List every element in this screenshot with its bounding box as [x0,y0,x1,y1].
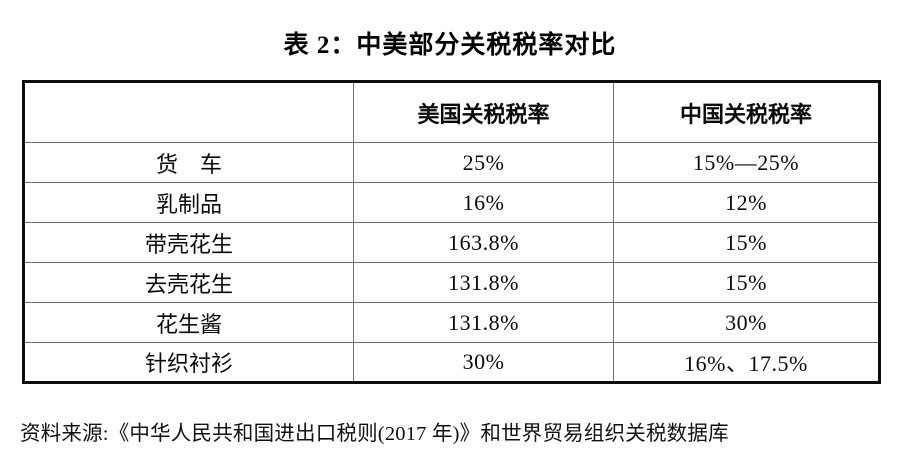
item-cell: 货 车 [23,142,354,183]
table-header-row: 美国关税税率 中国关税税率 [23,81,880,143]
table-row: 去壳花生 131.8% 15% [23,262,880,303]
item-cell: 乳制品 [23,182,354,223]
us-rate-cell: 131.8% [353,302,614,343]
table-row: 花生酱 131.8% 30% [23,302,880,343]
item-cell: 带壳花生 [23,222,354,263]
tariff-comparison-table: 美国关税税率 中国关税税率 货 车 25% 15%—25% 乳制品 16% 12… [22,80,881,384]
table-row: 带壳花生 163.8% 15% [23,222,880,263]
header-cell-us-tariff: 美国关税税率 [353,81,614,143]
cn-rate-cell: 15%—25% [613,142,880,183]
us-rate-cell: 163.8% [353,222,614,263]
header-cell-cn-tariff: 中国关税税率 [613,81,880,143]
table-row: 货 车 25% 15%—25% [23,142,880,183]
item-cell: 针织衬衫 [23,342,354,383]
table-title: 表 2：中美部分关税税率对比 [283,32,617,59]
table-row: 针织衬衫 30% 16%、17.5% [23,342,880,383]
header-cell-item [23,81,354,143]
item-cell: 花生酱 [23,302,354,343]
us-rate-cell: 25% [353,142,614,183]
cn-rate-cell: 12% [613,182,880,223]
source-note: 资料来源:《中华人民共和国进出口税则(2017 年)》和世界贸易组织关税数据库 [20,423,729,445]
cn-rate-cell: 16%、17.5% [613,342,880,383]
item-cell: 去壳花生 [23,262,354,303]
cn-rate-cell: 15% [613,262,880,303]
cn-rate-cell: 15% [613,222,880,263]
cn-rate-cell: 30% [613,302,880,343]
us-rate-cell: 131.8% [353,262,614,303]
table-row: 乳制品 16% 12% [23,182,880,223]
us-rate-cell: 30% [353,342,614,383]
us-rate-cell: 16% [353,182,614,223]
